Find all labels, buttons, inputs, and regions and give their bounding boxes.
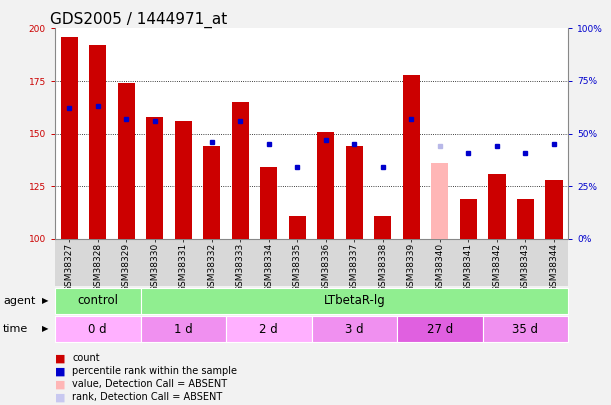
Bar bbox=[175, 121, 192, 239]
Text: percentile rank within the sample: percentile rank within the sample bbox=[72, 367, 237, 376]
Text: count: count bbox=[72, 354, 100, 363]
Bar bbox=[118, 83, 135, 239]
Bar bbox=[346, 146, 363, 239]
Bar bbox=[375, 216, 392, 239]
Text: 27 d: 27 d bbox=[427, 322, 453, 336]
Bar bbox=[146, 117, 163, 239]
Bar bbox=[141, 288, 568, 314]
Text: ■: ■ bbox=[55, 392, 65, 402]
Text: ■: ■ bbox=[55, 367, 65, 376]
Bar bbox=[460, 199, 477, 239]
Text: GDS2005 / 1444971_at: GDS2005 / 1444971_at bbox=[50, 12, 227, 28]
Text: 3 d: 3 d bbox=[345, 322, 364, 336]
Text: value, Detection Call = ABSENT: value, Detection Call = ABSENT bbox=[72, 379, 227, 389]
Text: agent: agent bbox=[3, 296, 35, 305]
Bar bbox=[226, 316, 312, 342]
Bar bbox=[89, 45, 106, 239]
Bar bbox=[60, 37, 78, 239]
Bar bbox=[260, 167, 277, 239]
Bar bbox=[517, 199, 534, 239]
Bar bbox=[546, 180, 563, 239]
Text: 0 d: 0 d bbox=[89, 322, 107, 336]
Text: ▶: ▶ bbox=[42, 324, 48, 333]
Bar bbox=[55, 288, 141, 314]
Bar bbox=[203, 146, 221, 239]
Text: control: control bbox=[77, 294, 119, 307]
Text: time: time bbox=[3, 324, 28, 334]
Text: rank, Detection Call = ABSENT: rank, Detection Call = ABSENT bbox=[72, 392, 222, 402]
Bar bbox=[431, 163, 448, 239]
Text: ■: ■ bbox=[55, 354, 65, 363]
Text: ▶: ▶ bbox=[42, 296, 48, 305]
Bar bbox=[317, 132, 334, 239]
Bar bbox=[289, 216, 306, 239]
Bar bbox=[55, 316, 141, 342]
Bar bbox=[312, 316, 397, 342]
Bar bbox=[488, 174, 505, 239]
Bar bbox=[483, 316, 568, 342]
Text: 2 d: 2 d bbox=[260, 322, 278, 336]
Text: 1 d: 1 d bbox=[174, 322, 192, 336]
Bar bbox=[397, 316, 483, 342]
Bar bbox=[141, 316, 226, 342]
Text: ■: ■ bbox=[55, 379, 65, 389]
Bar bbox=[403, 75, 420, 239]
Text: 35 d: 35 d bbox=[513, 322, 538, 336]
Text: LTbetaR-lg: LTbetaR-lg bbox=[323, 294, 386, 307]
Bar bbox=[232, 102, 249, 239]
